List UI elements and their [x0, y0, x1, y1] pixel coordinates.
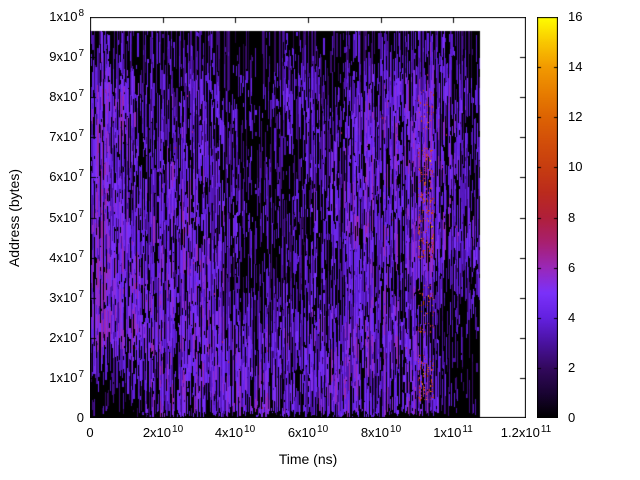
y-axis-title: Address (bytes): [6, 168, 22, 268]
colorbar-tick-label: 12: [568, 109, 583, 124]
colorbar-tick-label: 14: [568, 59, 583, 74]
colorbar-tick-label: 4: [568, 310, 576, 325]
y-tick-label: 1x108: [49, 7, 84, 24]
y-tick-label: 1x107: [49, 368, 84, 385]
x-tick-label: 2x1010: [142, 423, 184, 440]
colorbar-tick-label: 16: [568, 9, 583, 24]
colorbar-tick-label: 2: [568, 360, 576, 375]
x-tick-label: 1.2x1011: [500, 423, 552, 440]
x-tick-label: 8x1010: [360, 423, 402, 440]
x-tick-label: 6x1010: [287, 423, 329, 440]
y-tick-label: 3x107: [49, 288, 84, 305]
y-tick-label: 4x107: [49, 248, 84, 265]
y-tick-label: 8x107: [49, 87, 84, 104]
x-axis-title: Time (ns): [278, 451, 338, 467]
x-tick-label: 0: [86, 425, 94, 440]
y-tick-label: 0: [76, 410, 84, 425]
colorbar-tick-label: 10: [568, 159, 583, 174]
y-tick-label: 6x107: [49, 167, 84, 184]
x-tick-label: 1x1011: [433, 423, 473, 440]
y-tick-label: 7x107: [49, 127, 84, 144]
y-tick-label: 9x107: [49, 47, 84, 64]
colorbar-tick-label: 8: [568, 210, 576, 225]
colorbar: [537, 17, 558, 418]
colorbar-tick-label: 6: [568, 260, 576, 275]
colorbar-tick-label: 0: [568, 410, 576, 425]
heatmap-plot-area: [90, 17, 526, 418]
y-tick-label: 5x107: [49, 208, 84, 225]
x-tick-label: 4x1010: [214, 423, 256, 440]
y-tick-label: 2x107: [49, 328, 84, 345]
